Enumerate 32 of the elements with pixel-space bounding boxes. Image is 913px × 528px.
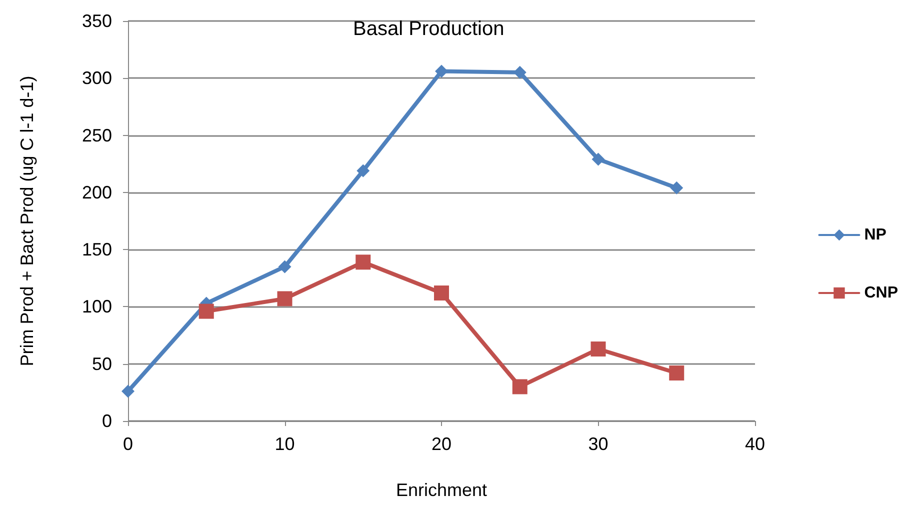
point xyxy=(277,291,292,306)
point xyxy=(670,181,684,194)
chart-title: Basal Production xyxy=(353,18,504,40)
point xyxy=(592,152,605,166)
point xyxy=(356,254,371,270)
point xyxy=(435,64,448,78)
point xyxy=(278,260,292,274)
point xyxy=(198,304,214,319)
y-tick-label: 0 xyxy=(102,411,112,431)
y-tick-label: 100 xyxy=(82,296,112,317)
point xyxy=(356,164,370,178)
x-tick-label: 10 xyxy=(274,434,295,454)
x-tick-label: 40 xyxy=(744,434,766,454)
point xyxy=(122,384,134,398)
y-tick-label: 150 xyxy=(82,240,112,260)
point xyxy=(512,379,528,394)
point xyxy=(669,366,684,380)
point xyxy=(513,66,526,79)
legend-label: CNP xyxy=(864,284,898,302)
legend-label: NP xyxy=(864,226,887,244)
x-tick-label: 20 xyxy=(431,434,452,454)
x-tick-label: 30 xyxy=(588,434,608,454)
x-tick-label: 0 xyxy=(122,434,134,454)
point xyxy=(590,342,606,356)
y-axis-title: Prim Prod + Bact Prod (ug C l-1 d-1) xyxy=(17,76,37,366)
y-tick-label: 50 xyxy=(92,354,112,374)
y-tick-label: 250 xyxy=(82,125,112,146)
y-tick-label: 200 xyxy=(82,182,112,202)
y-tick-label: 300 xyxy=(82,68,112,88)
x-axis-title: Enrichment xyxy=(396,480,488,500)
point xyxy=(434,286,449,300)
y-tick-label: 350 xyxy=(82,11,112,31)
